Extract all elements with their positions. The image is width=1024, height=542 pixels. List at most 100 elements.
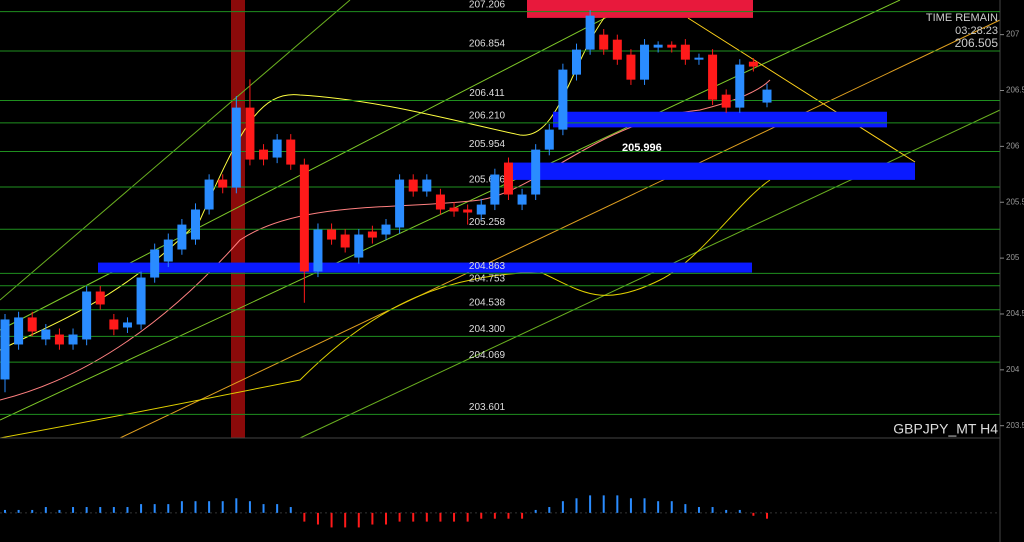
candle-body: [354, 234, 364, 258]
y-tick-label: 205: [1006, 253, 1020, 262]
oscillator-bar: [657, 501, 660, 513]
y-tick-label: 203.5: [1006, 421, 1024, 430]
oscillator-bar: [711, 507, 714, 513]
oscillator-bar: [344, 512, 347, 528]
oscillator-bar: [44, 507, 47, 513]
oscillator-bar: [480, 512, 483, 519]
marker-label: 205.996: [622, 142, 662, 154]
oscillator-bar: [548, 507, 551, 513]
zone: [508, 162, 915, 180]
candle-body: [449, 207, 459, 212]
oscillator-bar: [17, 509, 20, 513]
oscillator-bar: [521, 512, 524, 519]
oscillator-bar: [670, 501, 673, 513]
level-label: 204.753: [469, 273, 506, 284]
y-tick-label: 204: [1006, 365, 1020, 374]
candle-body: [422, 179, 432, 192]
level-label: 206.210: [469, 111, 506, 122]
oscillator-bar: [602, 495, 605, 513]
candle-body: [408, 179, 418, 192]
candle-body: [122, 322, 132, 328]
candle-body: [544, 129, 554, 150]
oscillator-bar: [725, 509, 728, 513]
oscillator-bar: [316, 512, 319, 525]
candle-body: [395, 179, 405, 228]
level-label: 204.538: [469, 297, 506, 308]
oscillator-bar: [72, 507, 75, 513]
moving-average: [0, 79, 771, 401]
oscillator-bar: [357, 512, 360, 528]
oscillator-bar: [561, 501, 564, 513]
oscillator-bar: [330, 512, 333, 528]
plot: 203.5 204 204.5 205 205.5 206 206.5 207 207.206 2…: [0, 0, 1024, 528]
candle-body: [286, 139, 296, 165]
oscillator-bar: [167, 504, 170, 513]
oscillator-bar: [289, 507, 292, 513]
oscillator-bar: [235, 498, 238, 513]
oscillator-bar: [629, 498, 632, 513]
oscillator-bar: [153, 504, 156, 513]
candle-body: [109, 319, 119, 330]
candle-body: [599, 34, 609, 50]
oscillator-bar: [85, 507, 88, 513]
oscillator-bar: [4, 509, 6, 513]
oscillator-bar: [643, 498, 646, 513]
candle-body: [680, 44, 690, 60]
oscillator-bar: [507, 512, 510, 519]
y-tick-label: 206.5: [1006, 86, 1024, 95]
y-tick-label: 207: [1006, 30, 1020, 39]
candle-body: [218, 179, 228, 188]
level-label: 206.411: [469, 88, 505, 99]
candle-body: [163, 239, 173, 262]
candle-body: [27, 317, 37, 332]
candle-body: [653, 44, 663, 48]
candle-body: [204, 179, 214, 210]
candle-body: [708, 54, 718, 100]
level-label: 204.863: [469, 261, 506, 272]
oscillator-bar: [248, 501, 251, 513]
candle-body: [245, 107, 255, 160]
candle-body: [136, 277, 146, 325]
level-label: 206.854: [469, 39, 506, 50]
candle-body: [667, 44, 677, 48]
candle-body: [340, 234, 350, 248]
symbol: GBPJPY_MT H4: [893, 421, 998, 437]
y-tick-label: 206: [1006, 141, 1020, 150]
candle-body: [177, 224, 187, 250]
candle-body: [191, 209, 200, 240]
oscillator-bar: [126, 507, 129, 513]
level-label: 204.300: [469, 324, 506, 335]
oscillator-bar: [31, 509, 34, 513]
oscillator-bar: [616, 495, 619, 513]
candle-body: [531, 149, 541, 195]
last-price: 206.505: [955, 36, 999, 50]
oscillator-bar: [493, 512, 496, 519]
candle-body: [476, 204, 486, 215]
candle-body: [463, 209, 473, 213]
trend-line: [687, 17, 916, 163]
oscillator-bar: [766, 512, 768, 519]
oscillator-bar: [398, 512, 401, 522]
level-label: 205.954: [469, 139, 506, 150]
oscillator-bar: [385, 512, 387, 525]
trend-line: [0, 0, 641, 331]
oscillator-bar: [738, 509, 741, 513]
oscillator-bar: [425, 512, 428, 522]
level-label: 205.636: [469, 175, 506, 186]
oscillator-bar: [589, 495, 592, 513]
oscillator-bar: [180, 501, 183, 513]
candle-body: [313, 229, 323, 272]
candle-body: [572, 49, 581, 75]
oscillator-bar: [112, 507, 115, 513]
candle-body: [95, 291, 105, 305]
level-label: 204.069: [469, 350, 506, 361]
candle-body: [231, 107, 241, 188]
level-label: 207.206: [469, 0, 506, 10]
candle-body: [381, 224, 391, 235]
oscillator-bar: [99, 507, 102, 513]
oscillator-bar: [262, 504, 265, 513]
candle-body: [367, 231, 377, 238]
candle-body: [762, 89, 772, 103]
candle-body: [41, 329, 51, 340]
candle-body: [490, 174, 500, 205]
